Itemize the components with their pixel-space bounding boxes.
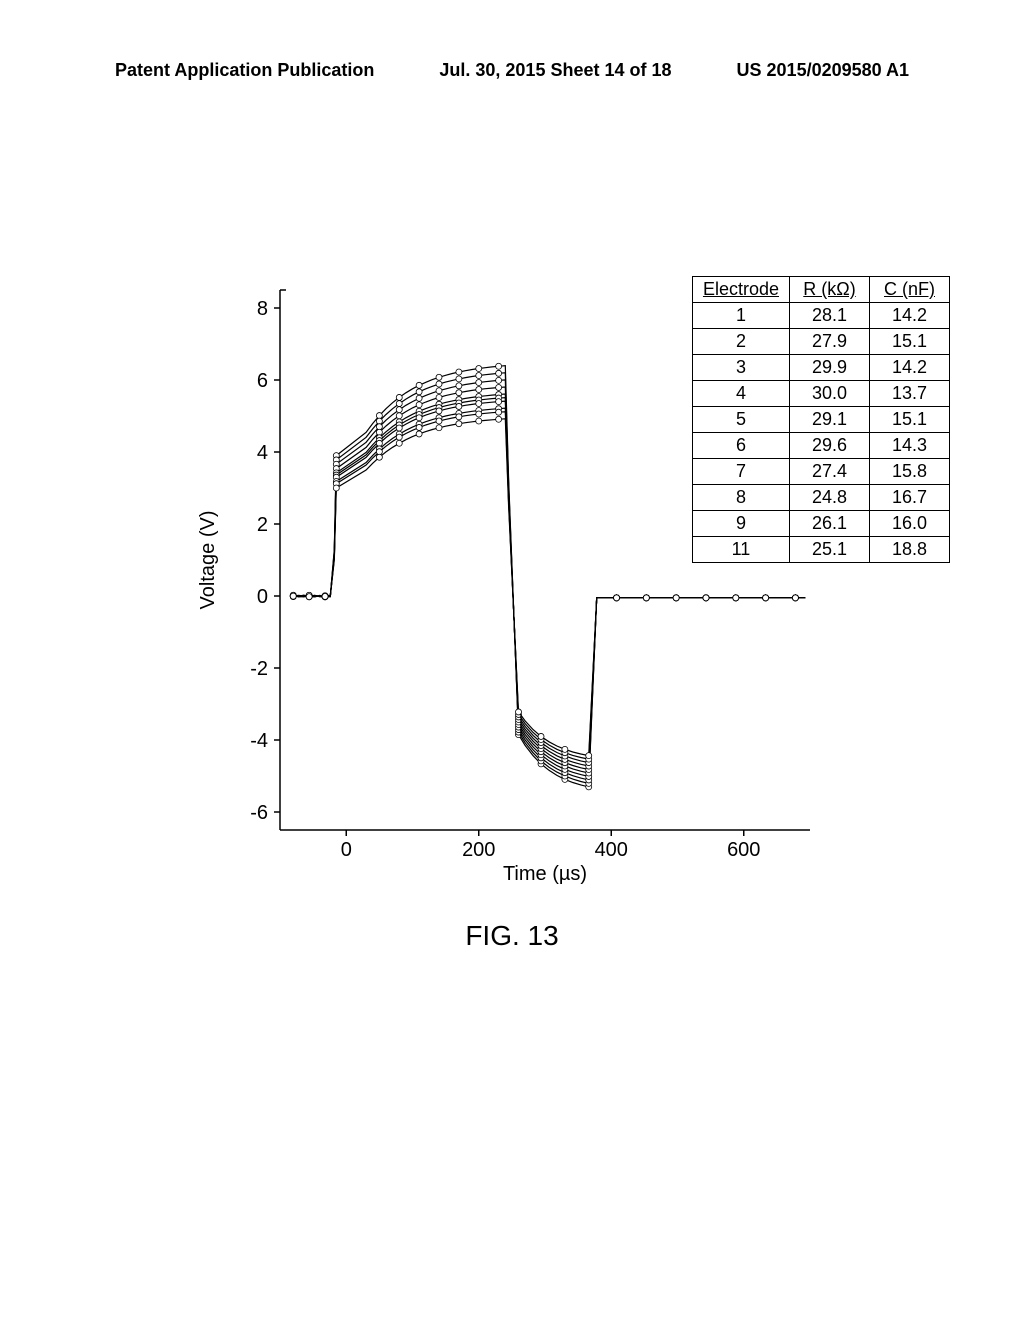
svg-text:600: 600: [727, 839, 760, 861]
svg-text:Voltage (V): Voltage (V): [197, 511, 219, 610]
svg-text:-6: -6: [250, 802, 268, 824]
svg-text:2: 2: [257, 514, 268, 536]
svg-text:8: 8: [257, 298, 268, 320]
table-row: 227.915.1: [692, 329, 949, 355]
svg-text:4: 4: [257, 442, 268, 464]
svg-text:-2: -2: [250, 658, 268, 680]
table-row: 629.614.3: [692, 433, 949, 459]
figure-13: -6 -4 -2 0 2 4 6 8 0 200 400 600 Time (µs) Voltage (V…: [190, 280, 830, 900]
table-row: 824.816.7: [692, 485, 949, 511]
table-row: 727.415.8: [692, 459, 949, 485]
svg-text:6: 6: [257, 370, 268, 392]
table-row: 1125.118.8: [692, 537, 949, 563]
svg-text:Time (µs): Time (µs): [503, 863, 587, 885]
page-header: Patent Application Publication Jul. 30, …: [0, 60, 1024, 81]
svg-text:400: 400: [595, 839, 628, 861]
table-header: C (nF): [870, 277, 950, 303]
header-left: Patent Application Publication: [115, 60, 374, 81]
header-right: US 2015/0209580 A1: [737, 60, 909, 81]
table-row: 329.914.2: [692, 355, 949, 381]
svg-text:200: 200: [462, 839, 495, 861]
table-row: 926.116.0: [692, 511, 949, 537]
figure-caption: FIG. 13: [0, 920, 1024, 952]
table-header: Electrode: [692, 277, 789, 303]
svg-text:-4: -4: [250, 730, 268, 752]
electrode-table: ElectrodeR (kΩ)C (nF)128.114.2227.915.13…: [692, 276, 950, 563]
table-header: R (kΩ): [790, 277, 870, 303]
svg-text:0: 0: [257, 586, 268, 608]
table-row: 128.114.2: [692, 303, 949, 329]
table-row: 529.115.1: [692, 407, 949, 433]
svg-text:0: 0: [341, 839, 352, 861]
header-center: Jul. 30, 2015 Sheet 14 of 18: [439, 60, 671, 81]
table-row: 430.013.7: [692, 381, 949, 407]
